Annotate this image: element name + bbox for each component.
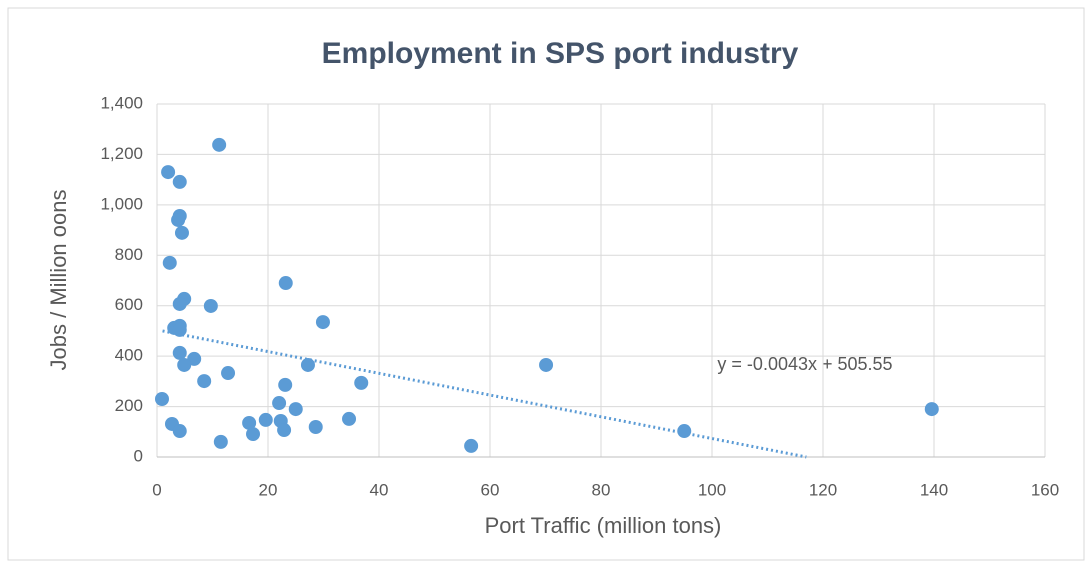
data-point (354, 375, 369, 390)
data-point (278, 377, 293, 392)
y-tick-label: 1,000 (100, 194, 143, 213)
x-tick-label: 20 (259, 480, 278, 499)
y-axis-label: Jobs / Million oons (46, 190, 71, 371)
trendline (162, 329, 807, 459)
data-point (172, 345, 187, 360)
data-point (172, 174, 187, 189)
y-tick-label: 1,400 (100, 93, 143, 112)
y-tick-label: 800 (115, 245, 143, 264)
x-tick-label: 140 (920, 480, 948, 499)
data-point (203, 298, 218, 313)
data-point (177, 357, 192, 372)
y-tick-label: 400 (115, 346, 143, 365)
x-tick-label: 160 (1031, 480, 1059, 499)
data-point (278, 276, 293, 291)
x-tick-label: 120 (809, 480, 837, 499)
data-point (172, 424, 187, 439)
x-tick-label: 40 (370, 480, 389, 499)
data-point (277, 423, 292, 438)
data-point (246, 427, 261, 442)
data-point (172, 296, 187, 311)
data-point (162, 255, 177, 270)
data-point (288, 402, 303, 417)
data-point (197, 374, 212, 389)
data-point (242, 415, 257, 430)
data-point (308, 419, 323, 434)
x-tick-label: 0 (152, 480, 161, 499)
data-point (213, 434, 228, 449)
x-tick-label: 60 (481, 480, 500, 499)
data-point (161, 165, 176, 180)
data-point (464, 438, 479, 453)
x-tick-label: 100 (698, 480, 726, 499)
trendline-equation: y = -0.0043x + 505.55 (717, 354, 892, 374)
chart-title: Employment in SPS port industry (322, 37, 799, 70)
data-point (174, 225, 189, 240)
x-tick-label: 80 (592, 480, 611, 499)
y-tick-label: 200 (115, 396, 143, 415)
data-point (272, 396, 287, 411)
data-point (342, 411, 357, 426)
data-point (539, 357, 554, 372)
x-axis-label: Port Traffic (million tons) (485, 513, 722, 538)
data-point (221, 366, 236, 381)
data-point (212, 137, 227, 152)
y-tick-label: 1,200 (100, 144, 143, 163)
y-tick-label: 600 (115, 295, 143, 314)
data-point (924, 402, 939, 417)
data-point (154, 392, 169, 407)
data-point (300, 357, 315, 372)
chart-frame (7, 7, 1085, 561)
data-point (315, 315, 330, 330)
y-tick-label: 0 (134, 446, 143, 465)
data-point (172, 322, 187, 337)
data-point (677, 424, 692, 439)
data-point (171, 212, 186, 227)
data-point (258, 412, 273, 427)
